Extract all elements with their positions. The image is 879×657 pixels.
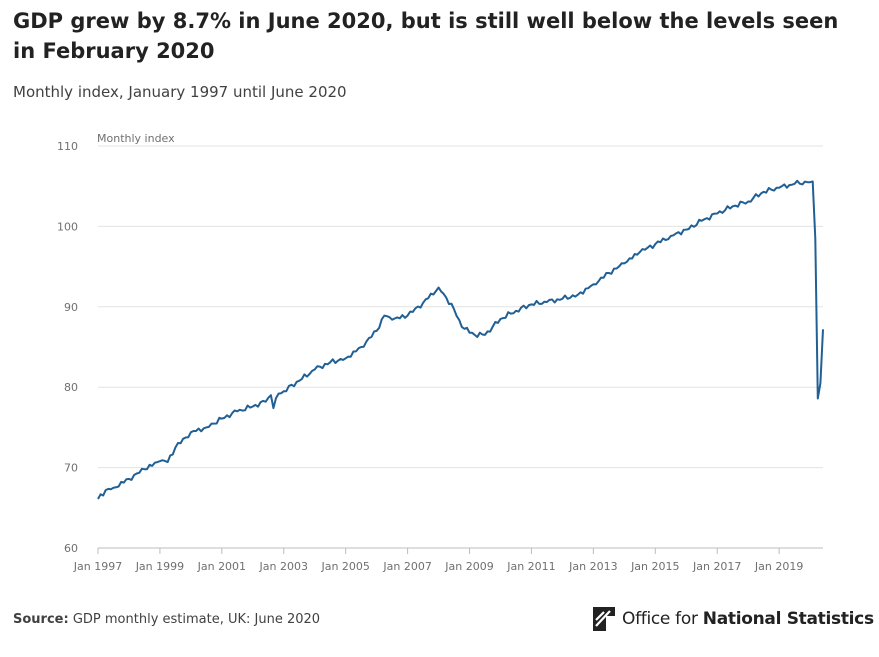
x-tick-label: Jan 2001 — [197, 560, 246, 573]
x-tick-label: Jan 2007 — [382, 560, 431, 573]
y-tick-label: 70 — [64, 462, 78, 475]
chart-subtitle: Monthly index, January 1997 until June 2… — [13, 83, 347, 101]
x-axis: Jan 1997 Jan 1999 Jan 2001 Jan 2003 Jan 2005… — [73, 547, 823, 573]
source-label: Source: — [13, 612, 69, 627]
x-tick-label: Jan 2017 — [692, 560, 741, 573]
y-tick-label: 100 — [57, 220, 78, 233]
chart-title: GDP grew by 8.7% in June 2020, but is st… — [13, 9, 839, 63]
x-tick-label: Jan 1997 — [73, 560, 122, 573]
x-tick-label: Jan 2013 — [568, 560, 617, 573]
source-note: Source: GDP monthly estimate, UK: June 2… — [13, 612, 320, 627]
gridlines — [98, 145, 823, 469]
x-tick-label: Jan 2009 — [444, 560, 493, 573]
x-tick-label: Jan 2005 — [320, 560, 369, 573]
ons-logo[interactable]: Office for National Statistics — [592, 605, 874, 633]
ons-logo-icon — [593, 607, 615, 631]
y-tick-label: 60 — [64, 542, 78, 555]
ons-logo-text: Office for National Statistics — [622, 609, 874, 629]
x-tick-label: Jan 2019 — [754, 560, 803, 573]
series-line-gdp[interactable] — [97, 179, 824, 500]
source-text: GDP monthly estimate, UK: June 2020 — [72, 612, 321, 627]
y-tick-label: 90 — [64, 301, 78, 314]
x-tick-label: Jan 2003 — [259, 560, 308, 573]
logo-text-bold: National Statistics — [702, 609, 874, 629]
y-axis: 60 70 80 90 100 110 — [57, 140, 78, 555]
x-tick-label: Jan 1999 — [135, 560, 184, 573]
series-layer — [97, 179, 824, 500]
y-tick-label: 80 — [64, 381, 78, 394]
y-unit-label: Monthly index — [97, 132, 175, 145]
logo-text-light: Office for — [622, 609, 703, 629]
x-tick-label: Jan 2011 — [506, 560, 555, 573]
x-tick-label: Jan 2015 — [630, 560, 679, 573]
y-tick-label: 110 — [57, 140, 78, 153]
